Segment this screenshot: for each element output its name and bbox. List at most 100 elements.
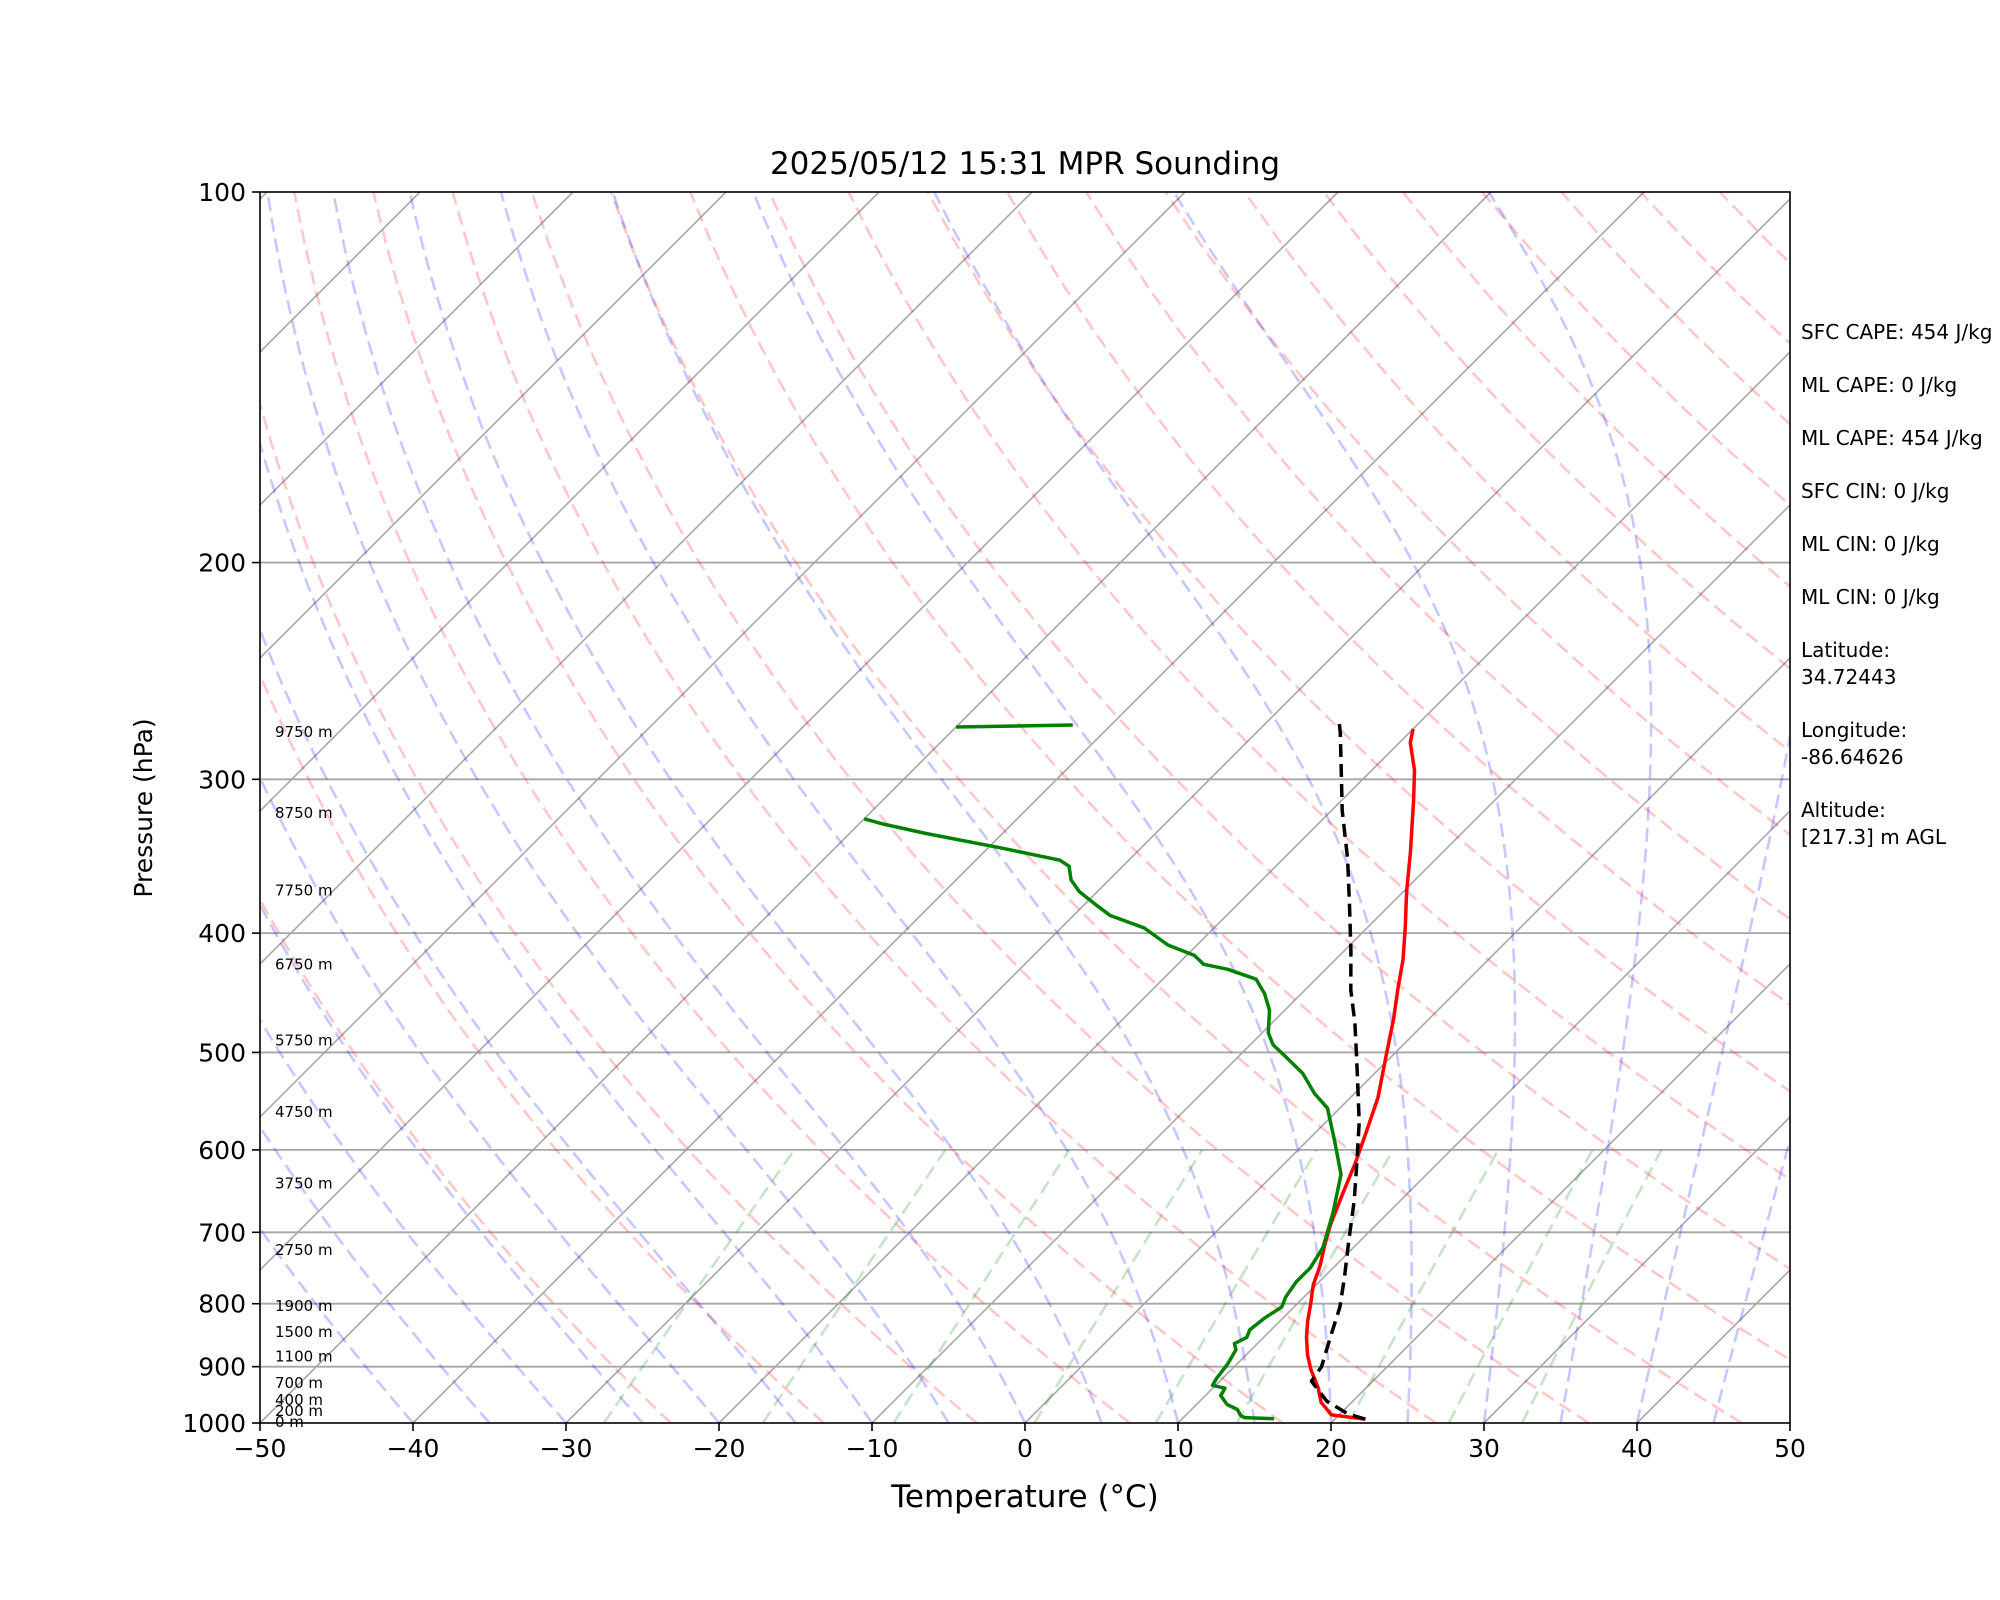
dry-adiabat bbox=[689, 192, 1790, 1362]
height-label: 2750 m bbox=[275, 1241, 333, 1259]
y-tick-label: 400 bbox=[198, 919, 246, 948]
dry-adiabat bbox=[372, 192, 1284, 1423]
isotherm bbox=[1330, 962, 1790, 1423]
isotherm bbox=[565, 197, 1790, 1423]
dry-adiabat bbox=[292, 192, 1131, 1423]
dry-adiabat bbox=[260, 671, 825, 1423]
dry-adiabat bbox=[260, 399, 978, 1423]
isotherm bbox=[260, 192, 880, 813]
dry-adiabat bbox=[451, 192, 1437, 1423]
sounding-series-2 bbox=[863, 817, 1343, 1421]
annotation-text: ML CIN: 0 J/kg bbox=[1801, 532, 1940, 556]
y-tick-label: 800 bbox=[198, 1290, 246, 1319]
x-tick-label: −20 bbox=[693, 1434, 746, 1463]
moist-adiabat bbox=[408, 192, 1103, 1423]
mixing-ratio-line bbox=[1235, 1149, 1395, 1423]
height-label: 3750 m bbox=[275, 1174, 333, 1192]
x-tick-label: 50 bbox=[1774, 1434, 1806, 1463]
sounding-series-1 bbox=[1309, 718, 1366, 1421]
mixing-ratio-line bbox=[1447, 1149, 1594, 1423]
height-label: 1500 m bbox=[275, 1323, 333, 1341]
annotation-text: Latitude: 34.72443 bbox=[1801, 638, 1897, 689]
dry-adiabat bbox=[609, 192, 1743, 1423]
isotherm bbox=[412, 192, 1645, 1423]
height-label: 700 m bbox=[275, 1374, 323, 1392]
isotherm bbox=[260, 192, 1033, 966]
height-label: 0 m bbox=[275, 1413, 304, 1431]
x-tick-label: 20 bbox=[1315, 1434, 1347, 1463]
y-tick-label: 500 bbox=[198, 1038, 246, 1067]
moist-adiabat bbox=[611, 192, 1256, 1423]
moist-adiabat bbox=[933, 192, 1413, 1423]
moist-adiabat bbox=[260, 626, 797, 1423]
dry-adiabat bbox=[847, 192, 1790, 1181]
y-tick-label: 100 bbox=[198, 178, 246, 207]
x-tick-label: −40 bbox=[387, 1434, 440, 1463]
x-tick-label: −10 bbox=[846, 1434, 899, 1463]
isotherm bbox=[718, 350, 1790, 1423]
height-label: 9750 m bbox=[275, 723, 333, 741]
x-tick-label: 40 bbox=[1621, 1434, 1653, 1463]
isotherm bbox=[1177, 809, 1790, 1423]
mixing-ratio-line bbox=[1033, 1149, 1204, 1423]
moist-adiabat bbox=[266, 192, 950, 1423]
dry-adiabat bbox=[768, 192, 1790, 1271]
y-tick-label: 600 bbox=[198, 1136, 246, 1165]
x-tick-label: −50 bbox=[234, 1434, 287, 1463]
mixing-ratio-line bbox=[1347, 1149, 1500, 1423]
mixing-ratio-line bbox=[892, 1149, 1071, 1423]
isotherm bbox=[260, 192, 727, 660]
mixing-ratio-line bbox=[602, 1149, 796, 1423]
height-label: 400 m bbox=[275, 1391, 323, 1409]
height-label: 8750 m bbox=[275, 804, 333, 822]
isotherm bbox=[0, 192, 114, 1423]
isotherm bbox=[1024, 656, 1790, 1423]
height-label: 7750 m bbox=[275, 881, 333, 899]
background-lines bbox=[0, 192, 1790, 1423]
annotation-text: Longitude: -86.64626 bbox=[1801, 718, 1908, 769]
annotation-text: SFC CIN: 0 J/kg bbox=[1801, 479, 1950, 503]
height-label: 1900 m bbox=[275, 1297, 333, 1315]
annotation-text: ML CIN: 0 J/kg bbox=[1801, 585, 1940, 609]
x-axis-label: Temperature (°C) bbox=[890, 1479, 1159, 1515]
y-tick-label: 300 bbox=[198, 765, 246, 794]
sounding-series-3 bbox=[955, 723, 1073, 729]
plot-frame bbox=[259, 191, 1791, 1424]
moist-adiabat bbox=[1487, 192, 1653, 1423]
height-label: 5750 m bbox=[275, 1032, 333, 1050]
moist-adiabat bbox=[260, 1017, 567, 1423]
annotation-text: ML CAPE: 454 J/kg bbox=[1801, 426, 1983, 450]
isotherm bbox=[260, 192, 1492, 1423]
x-tick-label: 0 bbox=[1017, 1434, 1033, 1463]
height-label: 6750 m bbox=[275, 956, 333, 974]
annotation-text: ML CAPE: 0 J/kg bbox=[1801, 373, 1958, 397]
moist-adiabat bbox=[260, 1124, 491, 1423]
x-tick-label: 30 bbox=[1468, 1434, 1500, 1463]
x-tick-label: 10 bbox=[1162, 1434, 1194, 1463]
moist-adiabat bbox=[499, 192, 1180, 1423]
annotation-text: SFC CAPE: 454 J/kg bbox=[1801, 320, 1993, 344]
height-label: 1100 m bbox=[275, 1348, 333, 1366]
moist-adiabat bbox=[1635, 729, 1790, 1423]
y-axis-label: Pressure (hPa) bbox=[129, 718, 158, 897]
sounding-series-0 bbox=[1304, 728, 1417, 1421]
mixing-ratio-line bbox=[1520, 1149, 1663, 1423]
isotherm bbox=[1483, 1115, 1790, 1423]
annotation-text: Altitude: [217.3] m AGL bbox=[1801, 798, 1947, 849]
x-tick-label: −30 bbox=[540, 1434, 593, 1463]
moist-adiabat bbox=[260, 1226, 414, 1423]
moist-adiabat bbox=[260, 902, 644, 1423]
y-tick-label: 900 bbox=[198, 1353, 246, 1382]
isotherm bbox=[260, 192, 574, 507]
moist-adiabat bbox=[1712, 1135, 1790, 1423]
moist-adiabat bbox=[751, 192, 1333, 1423]
moist-adiabat bbox=[331, 192, 1027, 1423]
chart-title: 2025/05/12 15:31 MPR Sounding bbox=[770, 146, 1280, 182]
isotherm bbox=[260, 192, 1186, 1119]
height-label: 200 m bbox=[275, 1402, 323, 1420]
moist-adiabat bbox=[260, 774, 721, 1423]
mixing-ratio-line bbox=[761, 1149, 947, 1423]
axis-ticks: −50 −40 −30 −20 −10 0 10 20 30 40 50 100 200 300 400 50… bbox=[182, 178, 1806, 1463]
